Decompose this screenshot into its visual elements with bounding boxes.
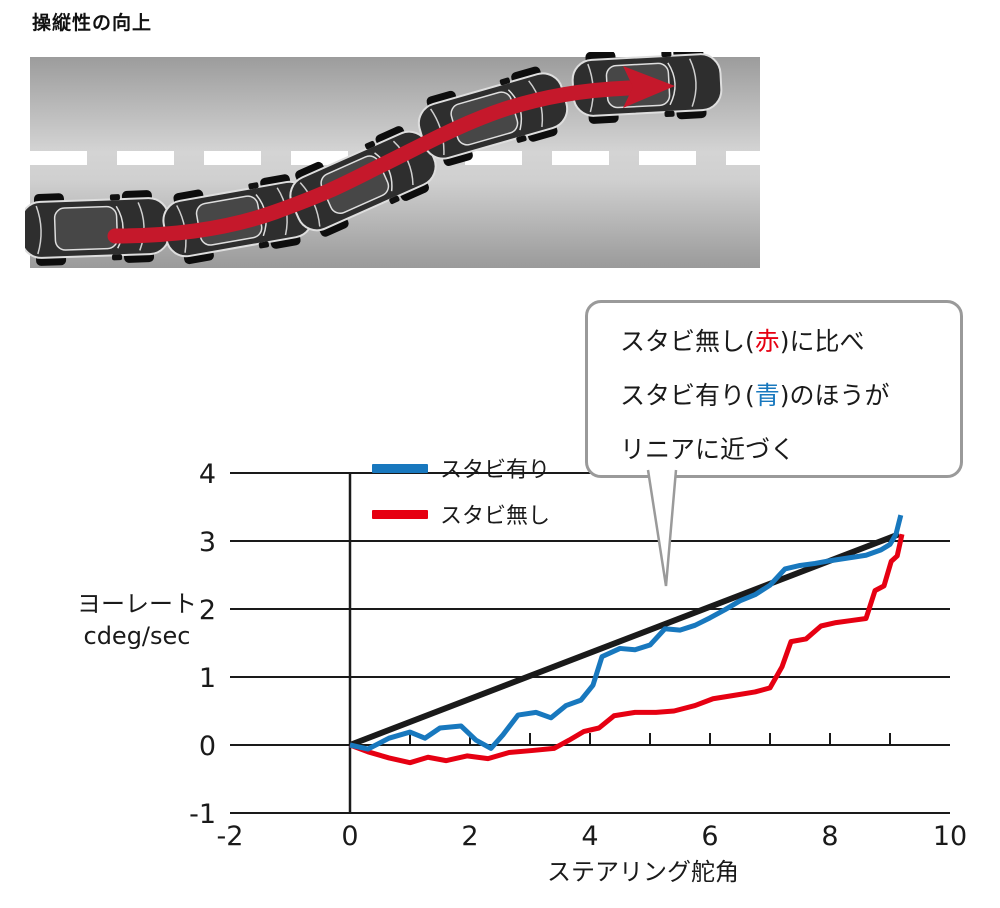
x-axis-label: ステアリング舵角	[547, 858, 739, 886]
y-axis-label-line1: ヨーレート	[80, 590, 197, 618]
callout-text: )のほうが	[779, 381, 890, 410]
x-tick-label: 6	[701, 821, 718, 852]
y-tick-label: 4	[199, 459, 216, 490]
callout-line: スタビ無し(赤)に比べ	[620, 315, 950, 369]
y-tick-label: 2	[199, 595, 216, 626]
callout-text: スタビ無し(	[620, 327, 755, 356]
x-tick-label: 0	[341, 821, 358, 852]
callout-text: )に比べ	[779, 327, 865, 356]
x-tick-label: -2	[217, 821, 244, 852]
series-line-with-stabilizer	[349, 514, 904, 752]
chart-legend: スタビ有り スタビ無し	[372, 452, 550, 530]
chart-grid	[230, 472, 950, 814]
legend-label: スタビ無し	[440, 504, 551, 529]
y-tick-label: 0	[199, 731, 216, 762]
x-tick-label: 8	[821, 821, 838, 852]
callout-colored-text: 青	[754, 381, 780, 410]
chart-series	[348, 514, 905, 766]
callout-line: スタビ有り(青)のほうが	[620, 369, 950, 423]
legend-item-without-stabilizer: スタビ無し	[372, 498, 550, 530]
callout-line: リニアに近づく	[620, 423, 950, 477]
legend-swatch-blue	[372, 463, 428, 473]
legend-item-with-stabilizer: スタビ有り	[372, 452, 550, 484]
maneuver-trajectory-arrow	[107, 80, 637, 244]
y-tick-label: 3	[199, 527, 216, 558]
series-line-without-stabilizer	[349, 533, 905, 766]
legend-swatch-red	[372, 509, 428, 519]
legend-label: スタビ有り	[440, 458, 551, 483]
callout-text: スタビ有り(	[620, 381, 755, 410]
y-tick-label: 1	[199, 663, 216, 694]
callout-text: リニアに近づく	[620, 435, 796, 464]
callout-colored-text: 赤	[754, 327, 780, 356]
y-tick-label: -1	[189, 799, 216, 830]
y-axis-label-line2: cdeg/sec	[84, 622, 191, 650]
lane-change-illustration	[25, 52, 760, 269]
x-tick-label: 2	[461, 821, 478, 852]
x-tick-label: 4	[581, 821, 598, 852]
maneuver-arrowhead-icon	[623, 66, 675, 108]
x-tick-label: 10	[933, 821, 967, 852]
callout-bubble: スタビ無し(赤)に比べ スタビ有り(青)のほうが リニアに近づく	[585, 300, 963, 478]
page-title: 操縦性の向上	[32, 12, 153, 34]
series-line-linear-reference	[348, 531, 901, 748]
